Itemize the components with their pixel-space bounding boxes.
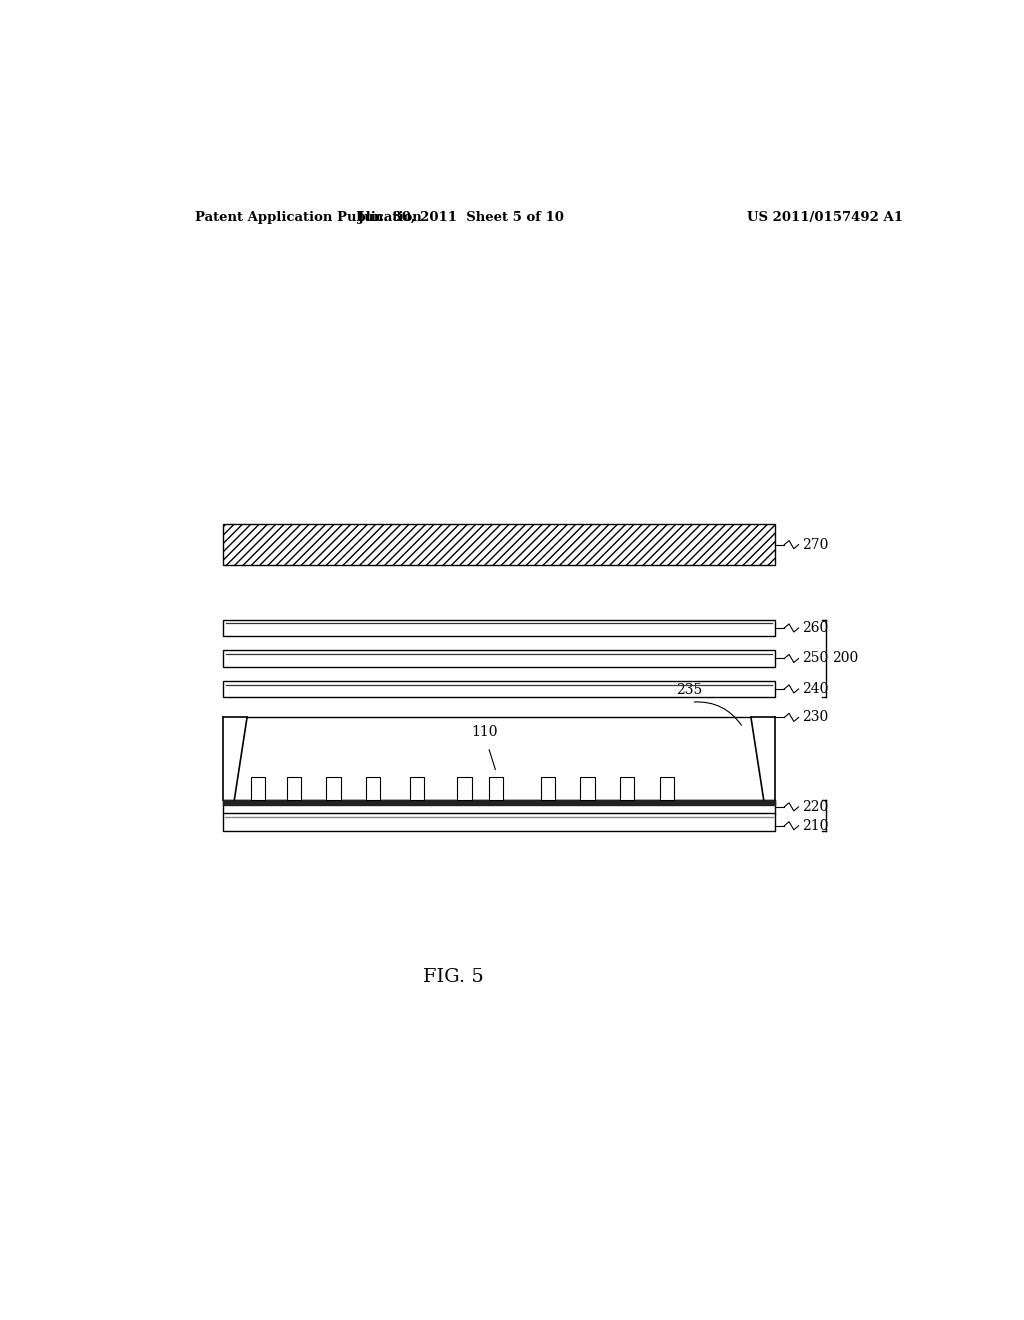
Bar [541, 777, 555, 800]
Text: US 2011/0157492 A1: US 2011/0157492 A1 [748, 211, 903, 224]
Bar [223, 524, 775, 565]
Text: 110: 110 [471, 725, 498, 739]
Text: Jun. 30, 2011  Sheet 5 of 10: Jun. 30, 2011 Sheet 5 of 10 [358, 211, 564, 224]
Bar [367, 777, 380, 800]
Bar [410, 777, 424, 800]
Text: 240: 240 [802, 682, 828, 696]
Text: 210: 210 [802, 818, 828, 833]
Bar [223, 681, 775, 697]
Text: FIG. 5: FIG. 5 [423, 968, 483, 986]
Bar [223, 651, 775, 667]
Polygon shape [751, 718, 775, 800]
Bar [489, 777, 504, 800]
Bar [223, 800, 775, 814]
Polygon shape [223, 800, 775, 805]
Bar [581, 777, 595, 800]
Text: 260: 260 [802, 620, 828, 635]
Text: 220: 220 [802, 800, 828, 814]
Text: 270: 270 [802, 537, 828, 552]
Polygon shape [223, 718, 247, 800]
Bar [659, 777, 674, 800]
Text: 250: 250 [802, 652, 828, 665]
Bar [620, 777, 634, 800]
Bar [223, 813, 775, 832]
Bar [251, 777, 265, 800]
Text: 235: 235 [676, 682, 701, 697]
Bar [458, 777, 472, 800]
Text: Patent Application Publication: Patent Application Publication [196, 211, 422, 224]
Text: 230: 230 [802, 710, 828, 725]
Bar [287, 777, 301, 800]
Bar [327, 777, 341, 800]
Bar [223, 524, 775, 565]
Bar [223, 620, 775, 636]
Text: 200: 200 [831, 652, 858, 665]
